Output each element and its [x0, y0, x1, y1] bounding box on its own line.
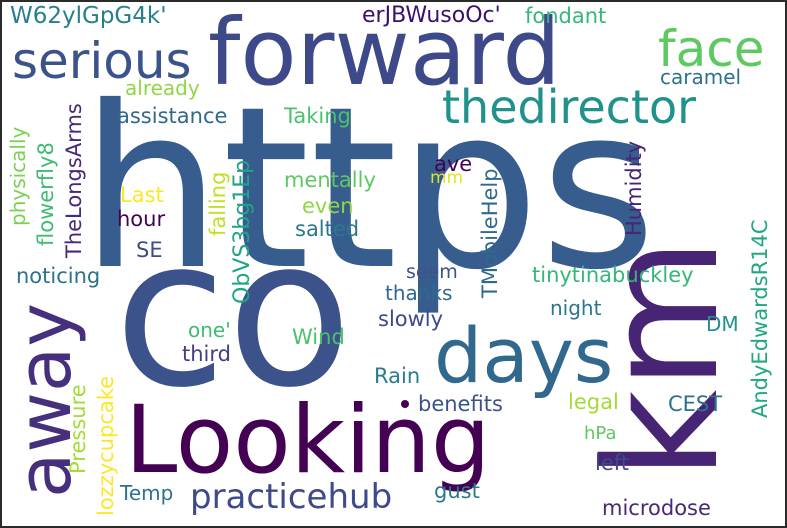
- word-slowly: slowly: [378, 307, 444, 331]
- word-falling: falling: [206, 171, 230, 236]
- dot-mark: [401, 400, 409, 408]
- word-even: even: [302, 194, 354, 218]
- word-lozzycupcake: lozzycupcake: [94, 375, 118, 516]
- word-days: days: [434, 311, 614, 400]
- word-seem: seem: [406, 261, 458, 283]
- word-benefits: benefits: [418, 392, 503, 416]
- word-tmobilehelp: TMobileHelp: [478, 168, 502, 298]
- word-noticing: noticing: [16, 264, 101, 288]
- word-wind: Wind: [292, 325, 345, 349]
- word-https: https: [80, 58, 657, 319]
- word-hpa: hPa: [584, 423, 617, 444]
- word-serious: serious: [12, 32, 192, 90]
- word-tinytinabuckley: tinytinabuckley: [532, 263, 694, 287]
- word-rain: Rain: [374, 364, 421, 388]
- word-dm: DM: [706, 312, 739, 336]
- word-temp: Temp: [120, 481, 174, 505]
- word-thelongsarms: TheLongsArms: [62, 103, 86, 258]
- word-already: already: [125, 76, 200, 100]
- word-pressure: Pressure: [66, 384, 90, 474]
- word-fondant: fondant: [525, 4, 607, 28]
- word-legal: legal: [568, 390, 619, 414]
- word-night: night: [550, 296, 602, 320]
- word-mentally: mentally: [284, 168, 376, 192]
- word-hour: hour: [117, 207, 166, 231]
- word-cest: CEST: [668, 392, 723, 416]
- word-flowerfly8: flowerfly8: [34, 142, 58, 246]
- word-taking: Taking: [284, 104, 351, 128]
- word-co: co: [114, 195, 353, 433]
- word-forward: forward: [208, 0, 561, 106]
- word-mm: mm: [430, 168, 464, 188]
- word-salted: salted: [295, 217, 360, 241]
- word-caramel: caramel: [660, 65, 742, 89]
- word-last: Last: [120, 183, 164, 207]
- word-thanks: thanks: [385, 281, 453, 305]
- word-andyedwardsr14c: AndyEdwardsR14C: [748, 219, 772, 418]
- word-third: third: [182, 342, 231, 366]
- word-left: left: [595, 451, 630, 475]
- word-thedirector: thedirector: [442, 80, 697, 134]
- word-microdose: microdose: [602, 496, 711, 520]
- word-gust: gust: [434, 479, 480, 503]
- word-w62ylgpg4k: W62ylGpG4k': [10, 3, 167, 29]
- word-erjbwusooc: erJBWusoOc': [362, 3, 501, 28]
- word-practicehub: practicehub: [190, 477, 393, 517]
- word-ave: ave: [434, 152, 473, 176]
- word-obvs3bg1ep: ObVS3bg1Ep: [230, 159, 255, 304]
- word-se: SE: [136, 238, 163, 262]
- word-physically: physically: [6, 126, 30, 226]
- word-humidity: Humidity: [622, 140, 646, 236]
- word-face: face: [658, 20, 765, 78]
- word-assistance: assistance: [117, 104, 228, 128]
- word-one: one': [188, 318, 231, 342]
- word-looking: Looking: [125, 386, 491, 495]
